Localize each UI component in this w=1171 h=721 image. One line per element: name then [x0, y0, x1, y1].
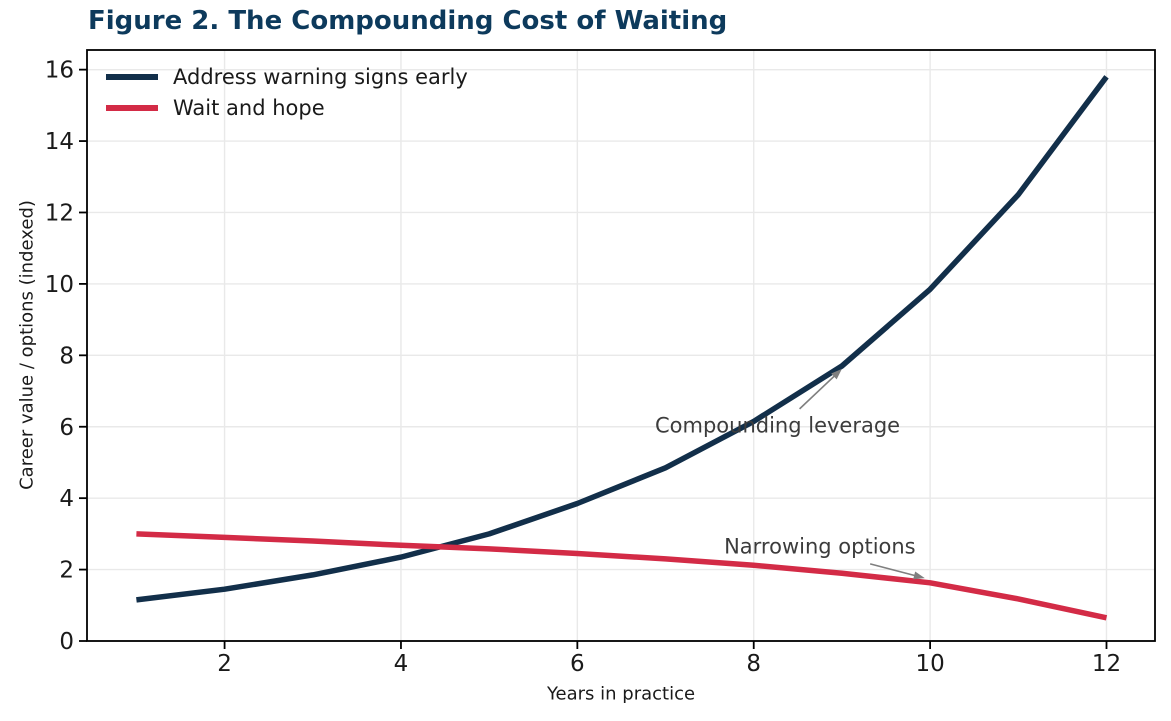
- y-tick-label: 4: [59, 486, 74, 512]
- x-tick-label: 6: [570, 651, 585, 677]
- legend-label-wait-hope: Wait and hope: [173, 95, 325, 120]
- legend-swatch-address-early: [106, 73, 158, 80]
- x-tick-label: 4: [394, 651, 409, 677]
- series-line-address-early: [136, 75, 1109, 603]
- figure-title: Figure 2. The Compounding Cost of Waitin…: [88, 6, 728, 36]
- annotation-arrow-head: [831, 368, 842, 380]
- x-tick-label: 10: [915, 651, 944, 677]
- y-axis-label: Career value / options (indexed): [16, 200, 38, 490]
- y-tick-label: 16: [45, 58, 74, 84]
- y-tick-label: 8: [59, 343, 74, 369]
- x-tick-label: 12: [1092, 651, 1121, 677]
- legend-swatch-wait-hope: [106, 104, 158, 111]
- x-tick-label: 2: [217, 651, 232, 677]
- legend: Address warning signs early Wait and hop…: [106, 64, 468, 126]
- annotation-arrow-line: [799, 373, 837, 410]
- annotation-text: Compounding leverage: [655, 413, 900, 437]
- y-tick-label: 14: [45, 129, 74, 155]
- series-line-wait-hope: [136, 531, 1108, 621]
- y-tick-label: 0: [59, 629, 74, 655]
- y-tick-label: 6: [59, 415, 74, 441]
- y-tick-label: 12: [45, 201, 74, 227]
- legend-item-wait-hope: Wait and hope: [106, 95, 468, 120]
- y-tick-label: 2: [59, 558, 74, 584]
- plot-border: [86, 49, 1156, 642]
- x-tick-label: 8: [746, 651, 761, 677]
- legend-item-address-early: Address warning signs early: [106, 64, 468, 89]
- legend-label-address-early: Address warning signs early: [173, 64, 468, 89]
- y-tick-label: 10: [45, 272, 74, 298]
- annotation-arrow-line: [869, 563, 918, 577]
- x-axis-label: Years in practice: [546, 683, 696, 705]
- annotation-text: Narrowing options: [724, 534, 916, 558]
- annotation-arrow-head: [913, 571, 925, 580]
